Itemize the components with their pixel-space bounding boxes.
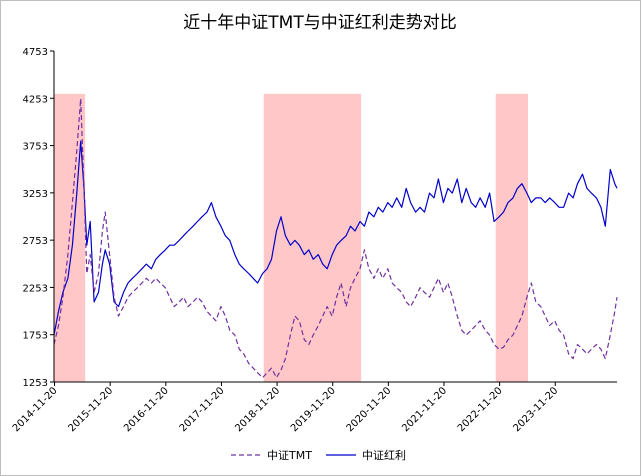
y-tick-label: 4253 (23, 94, 48, 105)
legend-label-tmt: 中证TMT (267, 449, 312, 462)
y-axis-ticks: 1253 1753 2253 2753 3253 3753 4253 4753 (23, 47, 54, 389)
y-tick-label: 1253 (23, 378, 48, 389)
legend-label-dividend: 中证红利 (362, 449, 406, 462)
y-tick-label: 2253 (23, 283, 48, 294)
y-tick-label: 3253 (23, 189, 48, 200)
x-tick-label: 2018-11-20 (233, 385, 282, 434)
chart-title: 近十年中证TMT与中证红利走势对比 (183, 13, 456, 33)
series-line-tmt (53, 97, 618, 379)
x-tick-label: 2014-11-20 (11, 385, 60, 434)
x-tick-label: 2017-11-20 (178, 385, 227, 434)
y-tick-label: 4753 (23, 47, 48, 58)
axes (53, 51, 617, 383)
x-axis-ticks: 2014-11-20 2015-11-20 2016-11-20 2017-11-20… (11, 382, 560, 434)
legend: 中证TMT 中证红利 (231, 449, 406, 462)
x-tick-label: 2019-11-20 (289, 385, 338, 434)
x-tick-label: 2020-11-20 (345, 385, 394, 434)
x-tick-label: 2023-11-20 (511, 385, 560, 434)
shaded-period-2 (495, 93, 528, 383)
shaded-periods (54, 93, 528, 383)
series-lines (53, 97, 618, 379)
y-tick-label: 3753 (23, 142, 48, 153)
x-tick-label: 2016-11-20 (122, 385, 171, 434)
x-tick-label: 2021-11-20 (400, 385, 449, 434)
x-tick-label: 2015-11-20 (66, 385, 115, 434)
y-tick-label: 2753 (23, 236, 48, 247)
shaded-period-1 (263, 93, 362, 383)
x-tick-label: 2022-11-20 (456, 385, 505, 434)
series-line-dividend (53, 140, 618, 336)
y-tick-label: 1753 (23, 331, 48, 342)
